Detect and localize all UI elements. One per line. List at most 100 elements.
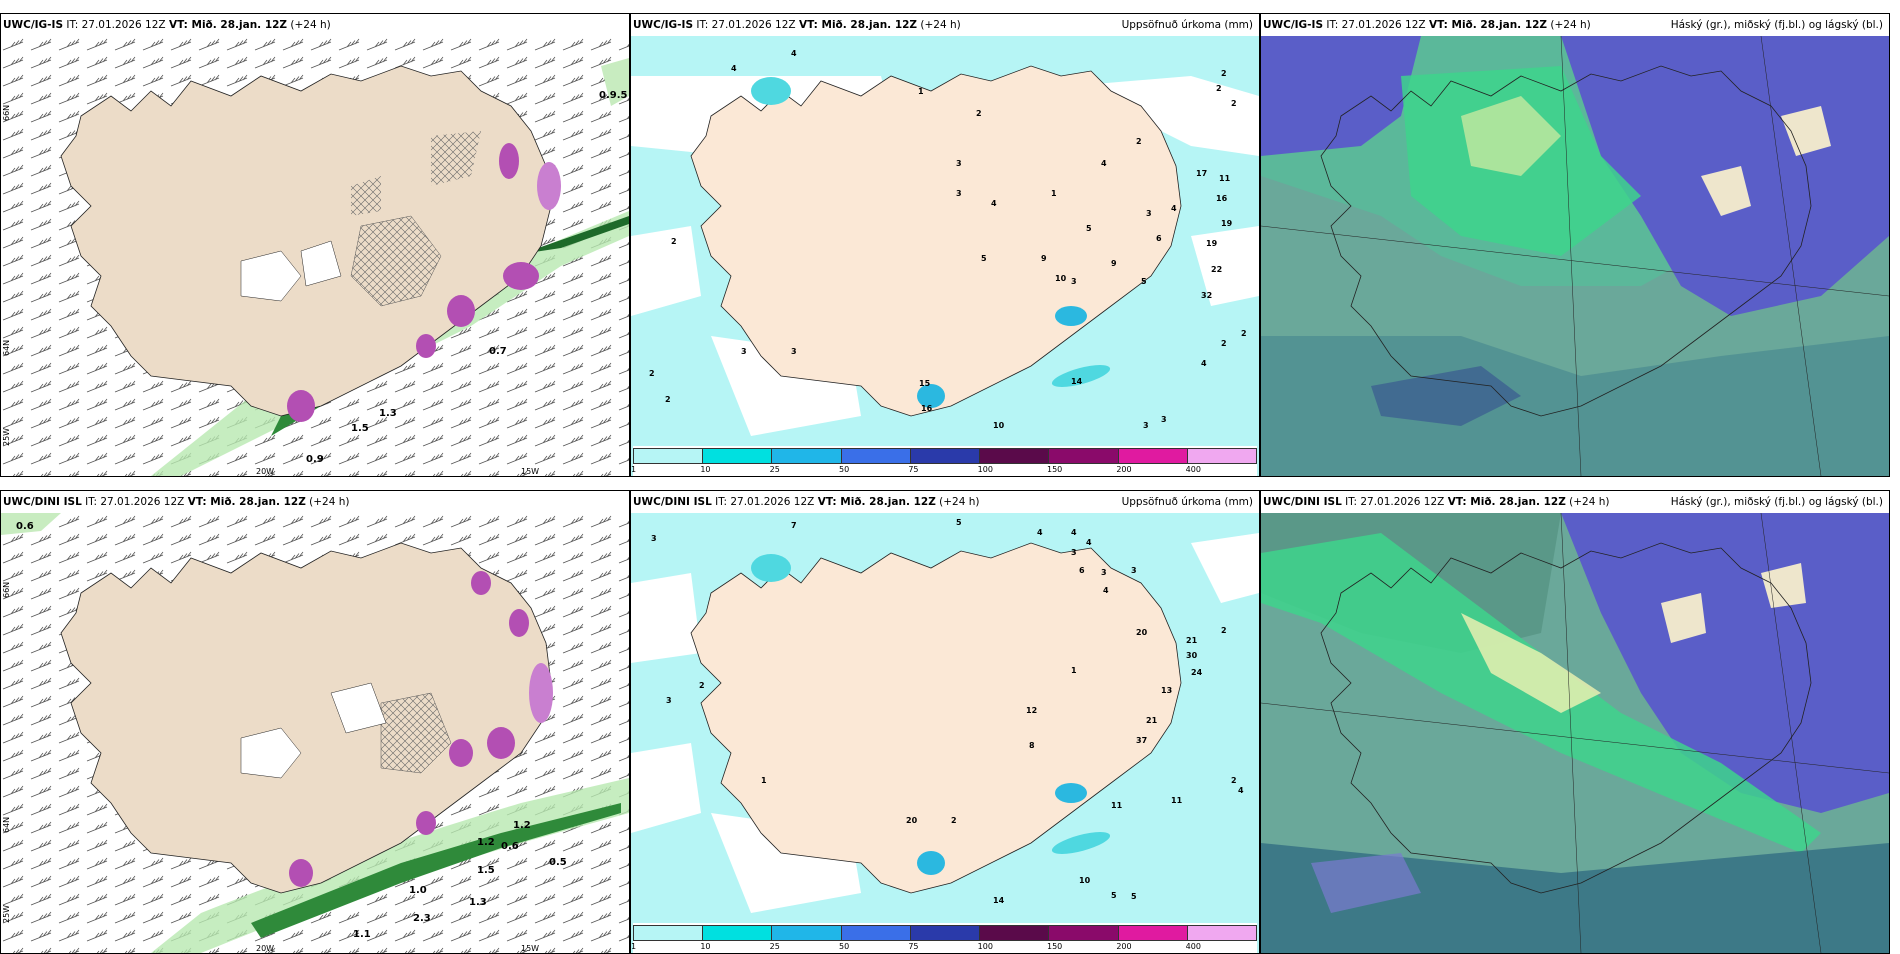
colorbar-swatch <box>772 926 842 940</box>
svg-text:11: 11 <box>1111 801 1123 810</box>
panel-bottom-left-wind: UWC/DINI ISL IT: 27.01.2026 12Z VT: Mið.… <box>0 490 630 954</box>
svg-text:19: 19 <box>1221 219 1233 228</box>
colorbar-swatch <box>634 449 704 463</box>
svg-text:10: 10 <box>993 421 1005 430</box>
svg-text:6: 6 <box>1156 234 1162 243</box>
svg-text:9: 9 <box>1041 254 1047 263</box>
colorbar-tick-label: 75 <box>908 942 919 951</box>
svg-text:17: 17 <box>1196 169 1207 178</box>
svg-text:2: 2 <box>649 369 655 378</box>
colorbar-tick-label: 1 <box>631 465 637 474</box>
colorbar-swatch <box>1118 926 1188 940</box>
svg-text:16: 16 <box>921 404 933 413</box>
svg-text:5: 5 <box>981 254 987 263</box>
svg-text:5: 5 <box>1131 892 1137 901</box>
lat-label-66n: 66N <box>2 582 11 598</box>
svg-text:11: 11 <box>1171 796 1183 805</box>
lead-time: (+24 h) <box>917 19 961 31</box>
colorbar-swatch <box>841 926 911 940</box>
colorbar-swatch <box>772 449 842 463</box>
lat-label-64n: 64N <box>2 817 11 833</box>
value-label: 1.1 <box>353 929 371 940</box>
svg-text:2: 2 <box>1231 776 1237 785</box>
svg-text:3: 3 <box>1071 548 1077 557</box>
svg-text:3: 3 <box>1161 415 1167 424</box>
colorbar-tick-label: 25 <box>769 465 780 474</box>
svg-text:20: 20 <box>906 816 918 825</box>
svg-text:15: 15 <box>919 379 931 388</box>
value-label: 2.3 <box>413 913 431 924</box>
svg-text:24: 24 <box>1191 668 1203 677</box>
svg-text:7: 7 <box>791 521 797 530</box>
lead-time: (+24 h) <box>935 496 980 508</box>
colorbar-swatch <box>1187 926 1256 940</box>
colorbar-swatch <box>1187 449 1256 463</box>
valid-time: VT: Mið. 28.jan. 12Z <box>817 496 936 508</box>
svg-text:2: 2 <box>1221 69 1227 78</box>
value-label: 1.3 <box>469 897 487 908</box>
svg-text:2: 2 <box>1216 84 1222 93</box>
svg-text:3: 3 <box>956 159 962 168</box>
value-label: 1.2 <box>513 820 531 831</box>
colorbar-labels: 1 10 25 50 75 100 150 200 400 <box>631 942 1257 952</box>
svg-text:2: 2 <box>1231 99 1237 108</box>
svg-text:3: 3 <box>1131 566 1137 575</box>
model-name: UWC/IG-IS <box>1263 19 1324 31</box>
lon-label-25w: 25W <box>2 428 11 446</box>
colorbar-tick-label: 50 <box>839 465 850 474</box>
colorbar-swatch <box>980 926 1050 940</box>
svg-text:5: 5 <box>1111 891 1117 900</box>
colorbar-swatch <box>910 926 981 940</box>
svg-text:22: 22 <box>1211 265 1222 274</box>
panel-header: UWC/IG-IS IT: 27.01.2026 12Z VT: Mið. 28… <box>1 14 629 36</box>
init-time: IT: 27.01.2026 12Z <box>81 496 188 508</box>
valid-time: VT: Mið. 28.jan. 12Z <box>1447 496 1566 508</box>
svg-text:5: 5 <box>1141 277 1147 286</box>
iceland-outline <box>1320 65 1812 417</box>
iceland-landmass <box>60 542 552 894</box>
colorbar-swatch <box>841 449 911 463</box>
valid-time: VT: Mið. 28.jan. 12Z <box>168 19 288 31</box>
value-label: 1.3 <box>379 408 397 419</box>
field-label: Uppsöfnuð úrkoma (mm) <box>1121 19 1253 31</box>
panel-header: UWC/IG-IS IT: 27.01.2026 12Z VT: Mið. 28… <box>1261 14 1889 36</box>
svg-text:21: 21 <box>1186 636 1198 645</box>
svg-text:4: 4 <box>731 64 737 73</box>
precip-amount-labels: 4 4 2 1 2 2 2 2 1 3 3 4 4 3 4 5 6 17 16 … <box>649 49 1247 474</box>
colorbar: 1 10 25 50 75 100 150 200 400 <box>631 446 1257 476</box>
value-label: 1.2 <box>477 837 495 848</box>
colorbar-tick-label: 150 <box>1047 942 1063 951</box>
svg-text:4: 4 <box>1101 159 1107 168</box>
lead-time: (+24 h) <box>1565 496 1610 508</box>
model-name: UWC/IG-IS <box>3 19 64 31</box>
svg-text:14: 14 <box>1071 377 1083 386</box>
lat-label-66n: 66N <box>2 105 11 121</box>
svg-text:2: 2 <box>1221 339 1227 348</box>
svg-text:20: 20 <box>1136 628 1148 637</box>
svg-text:4: 4 <box>1037 528 1043 537</box>
value-label: 0.6 <box>16 521 34 532</box>
svg-text:2: 2 <box>699 681 705 690</box>
model-name: UWC/DINI ISL <box>3 496 82 508</box>
value-label: 1.5 <box>477 865 495 876</box>
colorbar-tick-label: 1 <box>631 942 637 951</box>
svg-text:2: 2 <box>671 237 677 246</box>
colorbar-swatches <box>633 448 1257 464</box>
colorbar-tick-label: 10 <box>700 942 711 951</box>
colorbar-swatch <box>910 449 981 463</box>
svg-text:1: 1 <box>1071 666 1077 675</box>
model-name: UWC/DINI ISL <box>633 496 712 508</box>
svg-text:37: 37 <box>1136 736 1147 745</box>
colorbar-tick-label: 200 <box>1116 465 1132 474</box>
svg-text:5: 5 <box>956 518 962 527</box>
lon-label-15w: 15W <box>521 944 539 953</box>
svg-text:3: 3 <box>1146 209 1152 218</box>
precip-map: 7 5 4 4 4 3 6 3 4 3 20 21 30 24 13 21 37… <box>631 513 1259 953</box>
wind-map: 66N 64N 25W 20W 15W 0.9.5 0.7 0.9 1.3 1.… <box>1 36 629 476</box>
svg-text:2: 2 <box>665 395 671 404</box>
svg-text:2: 2 <box>1136 137 1142 146</box>
svg-text:4: 4 <box>1201 359 1207 368</box>
colorbar-swatch <box>1049 926 1119 940</box>
cloud-map <box>1261 513 1889 953</box>
panel-bottom-middle-precip: UWC/DINI ISL IT: 27.01.2026 12Z VT: Mið.… <box>630 490 1260 954</box>
